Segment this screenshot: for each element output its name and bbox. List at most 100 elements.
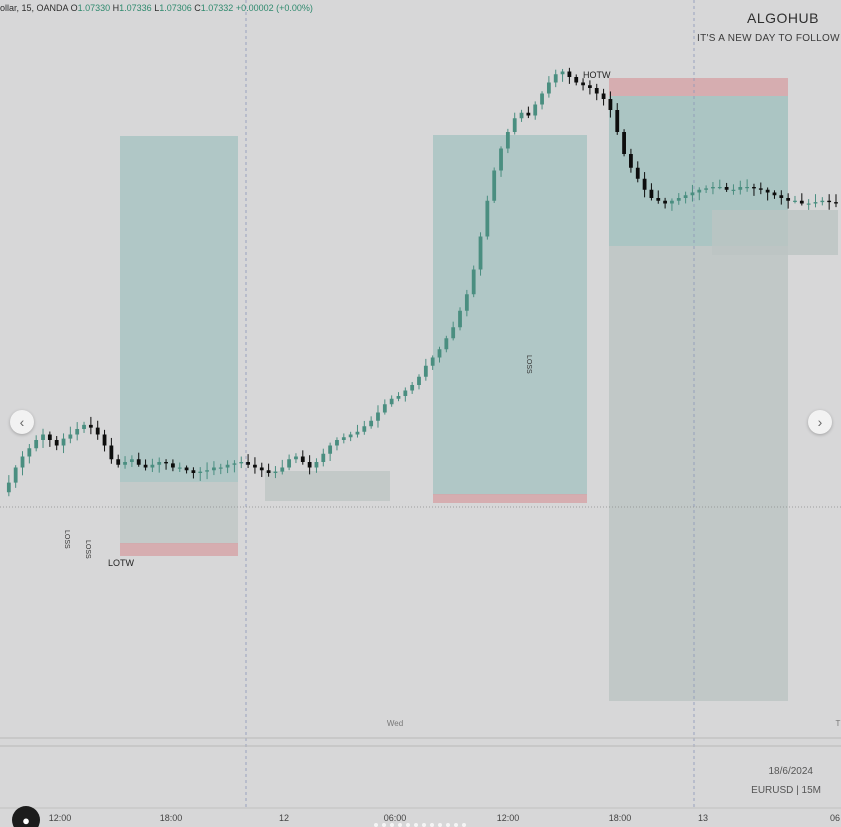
carousel-dot[interactable] <box>406 823 410 827</box>
position-zones <box>120 78 838 701</box>
candle <box>191 467 196 479</box>
candle-body <box>615 110 620 132</box>
candle-body <box>157 462 162 465</box>
carousel-dot[interactable] <box>446 823 450 827</box>
candle-body <box>588 85 592 88</box>
carousel-dot[interactable] <box>438 823 442 827</box>
candle-body <box>423 365 428 377</box>
candle-body <box>355 431 360 435</box>
carousel-dot[interactable] <box>382 823 386 827</box>
candle <box>102 429 107 452</box>
candle <box>813 194 818 208</box>
candle <box>546 76 551 98</box>
candle <box>294 453 298 464</box>
candle <box>136 452 141 467</box>
candle <box>307 455 312 475</box>
candle <box>61 433 66 454</box>
brand-tagline: IT'S A NEW DAY TO FOLLOW TH <box>697 33 841 44</box>
carousel-dot[interactable] <box>462 823 466 827</box>
candle-body <box>492 170 497 201</box>
candle <box>20 451 25 476</box>
candle-body <box>88 424 93 428</box>
high-label: H <box>112 3 120 13</box>
carousel-prev-button[interactable]: ‹ <box>10 410 34 434</box>
candle <box>505 128 510 154</box>
candle-body <box>540 93 544 105</box>
range-box-right <box>712 210 838 255</box>
open-label: O <box>70 3 78 13</box>
candle-body <box>464 294 469 311</box>
candle <box>601 88 606 106</box>
candle <box>123 456 127 469</box>
candle <box>478 232 483 276</box>
candle-body <box>335 440 339 446</box>
long-entry-box <box>120 482 238 544</box>
low-label: L <box>154 3 160 13</box>
candle-body <box>253 464 257 468</box>
candle-body <box>601 93 606 99</box>
candle <box>382 399 387 415</box>
candle <box>683 191 688 204</box>
candle-body <box>6 482 11 493</box>
candle-body <box>417 376 421 385</box>
candle <box>266 463 271 477</box>
candle-body <box>758 188 763 190</box>
candle-body <box>820 200 825 203</box>
candle <box>581 78 585 91</box>
candle-body <box>184 467 189 471</box>
carousel-dot[interactable] <box>374 823 378 827</box>
carousel-dot[interactable] <box>430 823 434 827</box>
time-tick-label: 12 <box>279 813 289 823</box>
brand-name: ALGOHUB <box>747 10 819 26</box>
day-label: Wed <box>387 719 403 728</box>
chart-symbol: EURUSD | 15M <box>751 785 821 796</box>
carousel-dots[interactable] <box>374 823 466 827</box>
candle <box>396 392 401 402</box>
time-tick-label: 12:00 <box>49 813 72 823</box>
candle <box>588 80 592 95</box>
candle-body <box>123 462 127 465</box>
candle-body <box>150 464 155 468</box>
carousel-dot[interactable] <box>414 823 418 827</box>
time-axis: 12:00 18:00 12 06:00 12:00 18:00 13 06 Wed T <box>49 719 841 823</box>
candle <box>437 346 442 363</box>
candle <box>594 83 599 101</box>
candle <box>54 436 59 451</box>
candle <box>82 421 86 433</box>
candle-body <box>116 459 121 465</box>
candle <box>369 416 374 429</box>
candle <box>355 424 360 438</box>
candle-body <box>430 357 435 366</box>
candle-body <box>765 189 770 193</box>
candle <box>574 74 579 86</box>
carousel-next-button[interactable]: › <box>808 410 832 434</box>
candle <box>6 475 11 497</box>
candle-body <box>779 195 784 198</box>
candle <box>704 185 709 193</box>
candle-body <box>376 412 380 421</box>
candle <box>184 465 189 474</box>
carousel-dot[interactable] <box>390 823 394 827</box>
time-tick-label: 18:00 <box>160 813 183 823</box>
carousel-dot[interactable] <box>422 823 426 827</box>
candle-body <box>642 178 647 190</box>
carousel-dot[interactable] <box>454 823 458 827</box>
carousel-dot[interactable] <box>398 823 402 827</box>
candle-body <box>348 434 353 438</box>
candle-body <box>786 198 791 201</box>
candle <box>451 321 456 341</box>
candle <box>670 198 674 211</box>
avatar[interactable]: ● <box>12 806 40 827</box>
candle-body <box>287 459 292 468</box>
long-position-profit-zone <box>120 136 238 482</box>
candle <box>533 101 538 120</box>
candle <box>629 148 633 173</box>
candle <box>410 381 415 394</box>
candle <box>198 467 203 481</box>
chart-date: 18/6/2024 <box>768 766 814 777</box>
candle <box>47 431 52 447</box>
candle-body <box>512 118 517 132</box>
candle <box>403 387 408 402</box>
candle <box>389 395 394 407</box>
